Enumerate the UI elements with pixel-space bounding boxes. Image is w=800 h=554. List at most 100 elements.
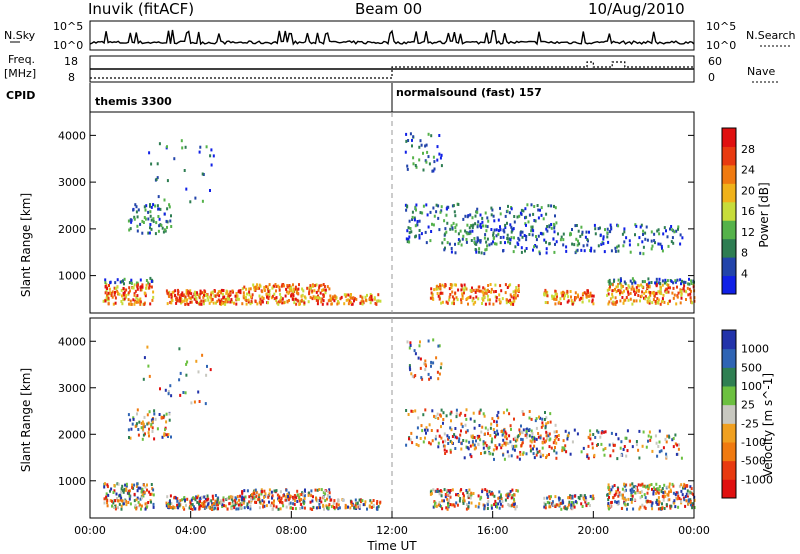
power-cell xyxy=(666,235,669,239)
power-cell xyxy=(303,301,306,305)
velocity-cell xyxy=(520,430,523,434)
power-cell xyxy=(647,296,650,300)
velocity-cell xyxy=(240,502,243,506)
velocity-cell xyxy=(655,482,658,486)
velocity-cell xyxy=(622,448,625,451)
power-cell xyxy=(430,287,433,291)
power-cell xyxy=(445,300,448,304)
power-cell xyxy=(504,291,507,295)
power-cell xyxy=(665,282,668,286)
power-cell xyxy=(331,297,334,301)
velocity-cell xyxy=(511,488,514,492)
power-cell xyxy=(331,295,334,299)
power-cell xyxy=(196,291,198,295)
velocity-cell xyxy=(647,434,650,438)
power-cell xyxy=(498,298,501,302)
power-cell xyxy=(473,237,476,240)
power-cell xyxy=(481,220,484,224)
velocity-cell xyxy=(536,451,539,454)
velocity-cell xyxy=(444,439,447,443)
power-cell xyxy=(688,287,691,291)
velocity-cell xyxy=(424,359,427,363)
power-cell xyxy=(606,288,609,292)
velocity-cell xyxy=(505,437,508,441)
velocity-cell xyxy=(303,494,306,498)
power-cell xyxy=(544,288,547,292)
velocity-cell xyxy=(623,502,626,506)
velocity-cell xyxy=(196,496,199,500)
power-cell xyxy=(310,286,312,290)
velocity-cell xyxy=(185,362,188,366)
power-cell xyxy=(459,229,462,233)
velocity-cell xyxy=(127,489,130,493)
power-cell xyxy=(457,203,460,206)
velocity-cell xyxy=(272,504,275,508)
power-cell xyxy=(486,294,489,298)
velocity-cell xyxy=(616,457,619,461)
power-cell xyxy=(170,293,173,297)
velocity-cell xyxy=(270,490,273,494)
velocity-cell xyxy=(364,503,366,507)
power-cell xyxy=(184,302,187,306)
power-cell xyxy=(629,297,632,301)
power-cell xyxy=(315,290,318,294)
power-cell xyxy=(575,224,578,227)
power-cell xyxy=(641,280,644,284)
power-cell xyxy=(133,293,136,297)
power-cell xyxy=(137,283,139,287)
power-cell xyxy=(648,284,651,288)
power-cell xyxy=(163,198,166,202)
velocity-cell xyxy=(458,499,461,503)
velocity-cell xyxy=(153,412,156,416)
velocity-cell xyxy=(596,429,599,433)
velocity-cell xyxy=(573,505,576,509)
power-cell xyxy=(105,289,108,293)
power-cell xyxy=(614,249,617,253)
velocity-cell xyxy=(440,436,443,440)
velocity-cell xyxy=(124,483,127,487)
power-cell xyxy=(301,287,304,291)
velocity-cell xyxy=(614,492,617,496)
velocity-cell xyxy=(613,443,616,447)
velocity-cell xyxy=(128,489,131,493)
velocity-cell xyxy=(287,491,290,495)
power-cell xyxy=(518,214,521,218)
velocity-cell xyxy=(646,484,649,488)
power-cell xyxy=(226,290,229,294)
nsearch-label: N.Search xyxy=(746,29,796,42)
power-cell xyxy=(439,156,442,160)
velocity-cell xyxy=(309,507,312,511)
power-cell xyxy=(491,208,494,212)
velocity-cell xyxy=(142,422,145,426)
velocity-cell xyxy=(513,504,516,508)
power-cell xyxy=(215,301,217,305)
velocity-cell xyxy=(447,437,450,441)
velocity-cell xyxy=(586,455,589,459)
velocity-cell xyxy=(548,495,551,499)
velocity-cell xyxy=(432,505,435,509)
velocity-cell xyxy=(635,443,638,447)
power-cell xyxy=(178,296,181,300)
power-cell xyxy=(683,289,686,293)
velocity-cell xyxy=(510,496,513,500)
velocity-cell xyxy=(581,505,584,508)
velocity-cell xyxy=(500,446,503,450)
velocity-cell xyxy=(495,433,497,437)
power-cell xyxy=(615,300,618,304)
velocity-cell xyxy=(555,451,558,455)
power-cell xyxy=(125,295,128,299)
velocity-cell xyxy=(300,502,303,506)
power-cell xyxy=(224,302,227,306)
velocity-cell xyxy=(362,503,365,507)
power-cell xyxy=(526,203,529,207)
power-cell xyxy=(626,288,629,292)
velocity-cell xyxy=(215,500,218,504)
power-cell xyxy=(139,297,142,301)
velocity-cell xyxy=(246,489,249,493)
velocity-cell xyxy=(250,498,253,502)
velocity-cell xyxy=(167,505,170,509)
velocity-cell xyxy=(448,436,450,440)
velocity-cell xyxy=(512,437,515,441)
power-cell xyxy=(405,132,408,136)
velocity-cell xyxy=(268,500,270,504)
